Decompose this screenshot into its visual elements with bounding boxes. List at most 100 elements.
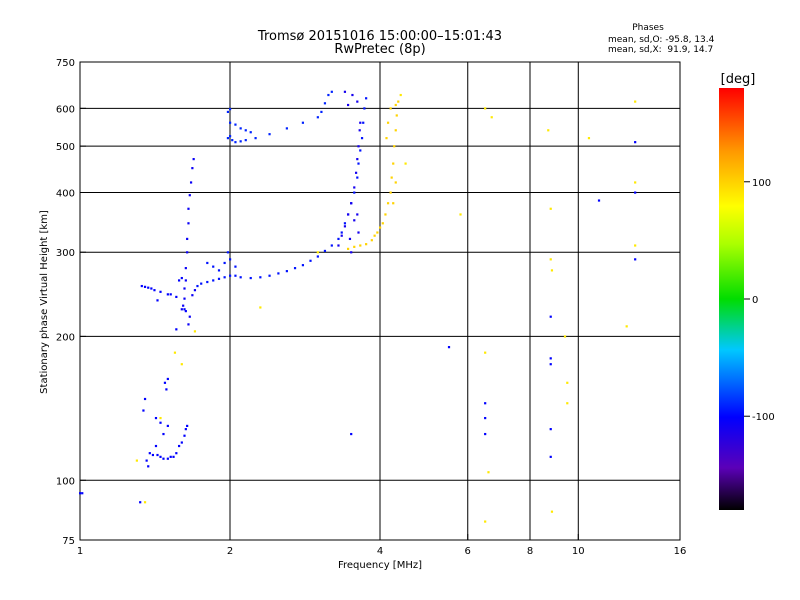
data-point	[156, 453, 159, 457]
data-point	[385, 137, 388, 140]
y-tick-label: 750	[56, 58, 75, 69]
data-point	[206, 280, 209, 284]
data-point	[350, 251, 353, 254]
data-point	[268, 133, 271, 136]
data-point	[177, 444, 181, 448]
x-tick-label: 6	[465, 546, 471, 557]
data-point	[393, 145, 396, 148]
data-point	[547, 129, 550, 132]
data-point	[175, 295, 178, 299]
data-point	[191, 294, 194, 297]
data-point	[206, 261, 209, 265]
data-point	[394, 129, 397, 132]
data-point	[634, 100, 637, 103]
data-point	[249, 131, 252, 134]
data-point	[193, 330, 197, 333]
data-point	[348, 237, 352, 241]
y-tick-label: 600	[56, 104, 75, 115]
data-point	[188, 315, 191, 318]
data-point	[231, 139, 234, 142]
data-point	[163, 381, 167, 384]
data-point	[259, 276, 262, 279]
data-point	[234, 141, 237, 144]
data-point	[226, 110, 230, 114]
data-point	[166, 293, 169, 296]
data-point	[359, 121, 362, 124]
y-tick-label: 400	[56, 188, 75, 199]
data-point	[563, 335, 567, 338]
series-o-mode-vertical-trace-near-1-7-mhz	[180, 158, 197, 326]
data-point	[487, 471, 490, 474]
data-point	[217, 277, 221, 280]
data-point	[447, 346, 451, 349]
data-point	[191, 167, 194, 170]
data-point	[154, 416, 158, 420]
data-point	[484, 520, 487, 523]
data-point	[229, 121, 232, 124]
data-point	[186, 251, 189, 254]
data-point	[384, 213, 387, 216]
colorbar-ticks: 100 0 -100	[744, 178, 775, 423]
data-point	[379, 226, 382, 229]
data-point	[549, 258, 552, 261]
data-point	[634, 141, 637, 144]
data-point	[172, 455, 175, 458]
data-point	[484, 432, 487, 436]
series-o-mode-f-trace	[196, 97, 368, 288]
data-point	[358, 129, 361, 132]
data-point	[549, 357, 552, 360]
data-point	[354, 171, 358, 174]
data-point	[360, 137, 364, 140]
data-point	[365, 97, 368, 100]
data-point	[223, 261, 226, 265]
data-point	[353, 191, 356, 194]
data-point	[550, 269, 554, 272]
data-point	[159, 416, 162, 420]
data-point	[159, 455, 162, 458]
data-point	[154, 444, 158, 448]
data-point	[184, 267, 187, 270]
axis-ticks: 1 2 4 6 8 10 16 75 100 200 300 400 500 600 750	[56, 58, 686, 557]
data-point	[234, 274, 237, 277]
data-point	[229, 274, 232, 277]
data-point	[159, 421, 162, 424]
data-point	[356, 158, 359, 161]
x-tick-label: 10	[572, 546, 585, 557]
data-point	[634, 244, 637, 247]
data-point	[549, 207, 552, 210]
chart-title: Tromsø 20151016 15:00:00–15:01:43	[257, 29, 502, 44]
data-point	[156, 299, 159, 302]
data-point	[323, 102, 327, 105]
data-point	[162, 432, 165, 436]
data-point	[381, 222, 384, 225]
data-point	[356, 213, 359, 216]
y-tick-label: 75	[62, 536, 75, 547]
data-point	[386, 202, 390, 205]
data-point	[145, 459, 148, 462]
data-point	[175, 328, 178, 331]
data-point	[549, 315, 552, 318]
data-point	[187, 207, 190, 210]
data-point	[362, 121, 365, 124]
data-point	[184, 310, 187, 313]
data-point	[363, 107, 366, 110]
data-point	[337, 244, 340, 247]
data-point	[285, 270, 288, 273]
data-point	[187, 323, 190, 326]
data-point	[357, 231, 360, 234]
data-point	[147, 465, 150, 468]
data-point	[549, 455, 552, 458]
colorbar-tick-label: 0	[752, 295, 758, 306]
data-point	[249, 276, 252, 280]
data-point	[316, 116, 319, 119]
data-point	[239, 140, 242, 143]
data-point	[229, 258, 232, 261]
data-point	[392, 202, 395, 205]
data-point	[293, 267, 297, 270]
data-point	[277, 272, 280, 275]
data-point	[356, 176, 359, 179]
series-scattered-points	[135, 93, 637, 523]
data-point	[183, 287, 186, 290]
data-point	[340, 231, 343, 234]
data-point	[139, 501, 142, 504]
